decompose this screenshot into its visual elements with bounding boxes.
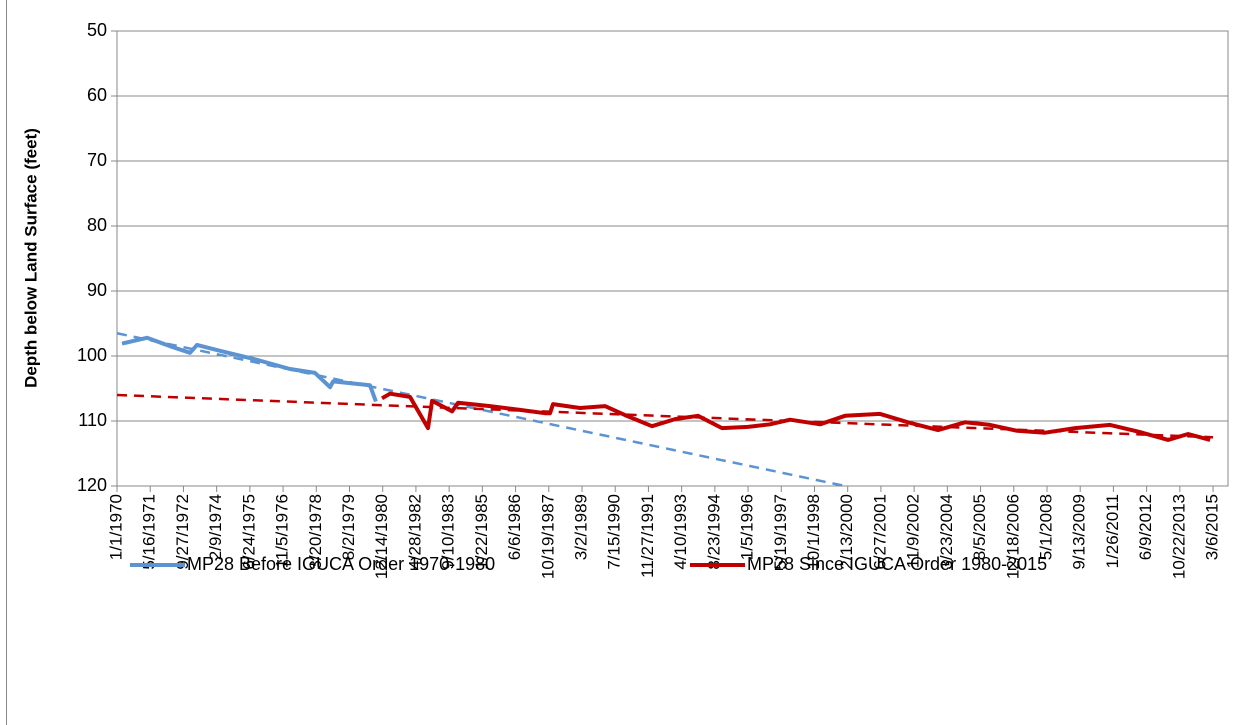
- y-tick-label: 50: [87, 20, 107, 40]
- trend-line: [116, 332, 846, 488]
- x-tick-label: 6/27/2001: [870, 494, 889, 570]
- x-tick-label: 5/16/1971: [140, 494, 159, 570]
- x-tick-label: 4/10/1993: [671, 494, 690, 570]
- trend-line: [116, 393, 1214, 439]
- x-tick-label: 11/9/2002: [904, 494, 923, 568]
- y-axis-label: Depth below Land Surface (feet): [21, 128, 40, 388]
- x-tick-label: 1/5/1996: [738, 494, 757, 560]
- legend-label: MP28 Before IGUCA Order 1970-1980: [187, 554, 495, 574]
- x-tick-label: 6/9/2012: [1136, 494, 1155, 560]
- legend-label: MP28 Since IGUCA Order 1980-2015: [747, 554, 1047, 574]
- y-tick-label: 80: [87, 215, 107, 235]
- x-tick-label: 3/2/1989: [571, 494, 590, 560]
- x-tick-label: 8/23/1994: [704, 494, 723, 570]
- x-tick-label: 6/24/1975: [239, 494, 258, 570]
- x-tick-label: 11/27/1991: [638, 494, 657, 578]
- x-tick-label: 2/9/1974: [206, 494, 225, 560]
- x-tick-label: 5/1/2008: [1036, 494, 1055, 560]
- x-tick-label: 3/6/2015: [1203, 494, 1222, 560]
- x-tick-label: 10/1/1998: [804, 494, 823, 570]
- x-tick-label: 9/27/1972: [173, 494, 192, 570]
- x-tick-label: 7/15/1990: [605, 494, 624, 570]
- x-tick-label: 10/19/1987: [538, 494, 557, 579]
- y-tick-label: 70: [87, 150, 107, 170]
- x-tick-label: 8/5/2005: [970, 494, 989, 560]
- x-tick-label: 9/13/2009: [1070, 494, 1089, 570]
- plot-border: [116, 30, 1229, 487]
- x-tick-label: 9/10/1983: [439, 494, 458, 570]
- x-tick-label: 1/26/2011: [1103, 494, 1122, 568]
- y-tick-label: 100: [77, 345, 107, 365]
- x-tick-label: 10/22/2013: [1169, 494, 1188, 579]
- x-tick-label: 12/18/2006: [1003, 494, 1022, 579]
- y-tick-label: 60: [87, 85, 107, 105]
- x-tick-label: 1/22/1985: [472, 494, 491, 570]
- x-tick-label: 12/14/1980: [372, 494, 391, 579]
- y-tick-label: 110: [78, 410, 107, 430]
- x-tick-label: 11/5/1976: [273, 494, 292, 568]
- x-tick-label: 2/13/2000: [837, 494, 856, 570]
- x-tick-label: 5/19/1997: [771, 494, 790, 570]
- data-line: [121, 335, 378, 403]
- x-tick-label: 4/28/1982: [405, 494, 424, 570]
- data-line: [381, 391, 1211, 442]
- x-tick-label: 1/1/1970: [106, 494, 125, 560]
- x-tick-label: 3/20/1978: [306, 494, 325, 570]
- x-tick-label: 6/6/1986: [505, 494, 524, 560]
- x-tick-label: 8/2/1979: [339, 494, 358, 560]
- y-tick-label: 120: [77, 475, 107, 495]
- x-tick-label: 3/23/2004: [937, 494, 956, 570]
- y-tick-label: 90: [87, 280, 107, 300]
